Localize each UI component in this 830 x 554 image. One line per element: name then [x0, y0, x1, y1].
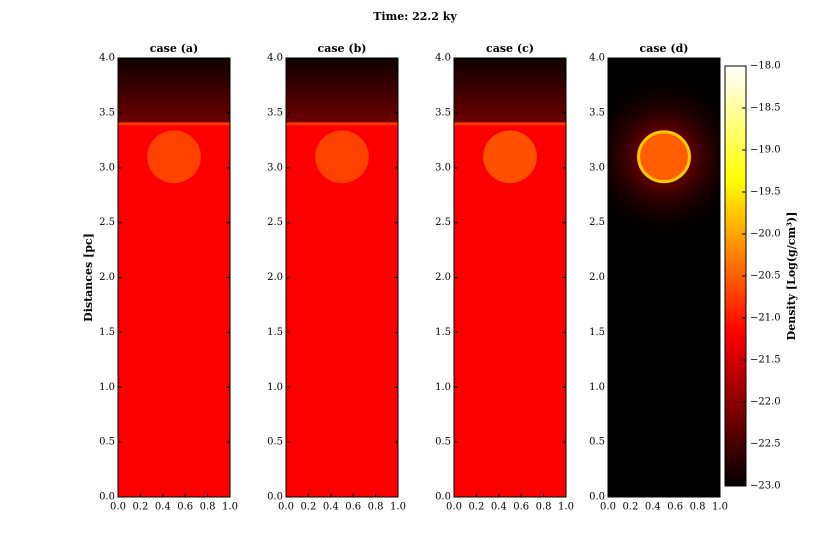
panel: [118, 58, 230, 497]
y-tick-label: 2.5: [435, 217, 451, 228]
y-tick-label: 0.0: [435, 492, 451, 503]
y-tick-label: 1.5: [267, 327, 283, 338]
x-tick-label: 0.4: [155, 502, 171, 513]
y-tick-label: 3.0: [435, 162, 451, 173]
x-tick-label: 0.0: [600, 502, 616, 513]
colorbar-tick-label: −23.0: [750, 481, 781, 492]
y-axis-label: Distances [pc]: [82, 233, 95, 322]
colorbar-tick-label: −18.5: [750, 103, 781, 114]
x-tick-label: 1.0: [390, 502, 406, 513]
clump: [483, 130, 537, 184]
panel-title: case (d): [640, 42, 689, 55]
x-tick-label: 0.8: [536, 502, 552, 513]
x-tick-label: 0.2: [622, 502, 638, 513]
clump: [315, 130, 369, 184]
x-tick-label: 1.0: [712, 502, 728, 513]
x-tick-label: 0.0: [110, 502, 126, 513]
colorbar-tick-label: −19.5: [750, 187, 781, 198]
y-tick-label: 4.0: [267, 53, 283, 64]
panel-title: case (b): [318, 42, 367, 55]
y-tick-label: 1.5: [589, 327, 605, 338]
x-tick-label: 0.0: [278, 502, 294, 513]
x-tick-label: 1.0: [558, 502, 574, 513]
interface-layer: [118, 122, 230, 126]
x-tick-label: 0.6: [177, 502, 193, 513]
y-tick-label: 2.0: [99, 272, 115, 283]
panel: [608, 58, 720, 497]
y-tick-label: 1.0: [435, 382, 451, 393]
y-tick-label: 3.5: [267, 107, 283, 118]
y-tick-label: 4.0: [435, 53, 451, 64]
panel-title: case (c): [486, 42, 534, 55]
x-tick-label: 0.8: [368, 502, 384, 513]
panel-title: case (a): [150, 42, 198, 55]
upper-region: [118, 58, 230, 124]
y-tick-label: 2.0: [589, 272, 605, 283]
interface-layer: [454, 122, 566, 126]
y-tick-label: 0.5: [435, 437, 451, 448]
figure-title: Time: 22.2 ky: [373, 10, 457, 23]
y-tick-label: 2.0: [267, 272, 283, 283]
colorbar-tick-label: −20.5: [750, 271, 781, 282]
x-tick-label: 0.8: [200, 502, 216, 513]
y-tick-label: 2.0: [435, 272, 451, 283]
upper-region: [286, 58, 398, 124]
colorbar-tick-label: −21.5: [750, 355, 781, 366]
y-tick-label: 3.5: [99, 107, 115, 118]
x-tick-label: 0.6: [345, 502, 361, 513]
x-tick-label: 0.6: [667, 502, 683, 513]
colorbar-tick-label: −22.0: [750, 397, 781, 408]
x-tick-label: 0.4: [645, 502, 661, 513]
clump-edge: [637, 130, 691, 184]
y-tick-label: 3.0: [589, 162, 605, 173]
y-tick-label: 0.0: [267, 492, 283, 503]
y-tick-label: 2.5: [99, 217, 115, 228]
x-tick-label: 0.4: [491, 502, 507, 513]
panel: [286, 58, 398, 497]
y-tick-label: 2.5: [589, 217, 605, 228]
y-tick-label: 0.0: [99, 492, 115, 503]
y-tick-label: 4.0: [99, 53, 115, 64]
x-tick-label: 0.6: [513, 502, 529, 513]
y-tick-label: 0.5: [99, 437, 115, 448]
y-tick-label: 1.0: [267, 382, 283, 393]
x-tick-label: 0.2: [468, 502, 484, 513]
colorbar-tick-label: −21.0: [750, 313, 781, 324]
y-tick-label: 2.5: [267, 217, 283, 228]
x-tick-label: 0.2: [300, 502, 316, 513]
x-tick-label: 0.8: [690, 502, 706, 513]
y-tick-label: 0.0: [589, 492, 605, 503]
y-tick-label: 3.0: [267, 162, 283, 173]
x-tick-label: 0.4: [323, 502, 339, 513]
y-tick-label: 0.5: [267, 437, 283, 448]
x-tick-label: 0.0: [446, 502, 462, 513]
colorbar-tick-label: −20.0: [750, 229, 781, 240]
y-tick-label: 0.5: [589, 437, 605, 448]
y-tick-label: 1.0: [99, 382, 115, 393]
y-tick-label: 3.5: [435, 107, 451, 118]
x-tick-label: 1.0: [222, 502, 238, 513]
y-tick-label: 3.0: [99, 162, 115, 173]
panel: [454, 58, 566, 497]
colorbar-tick-label: −19.0: [750, 145, 781, 156]
upper-region: [454, 58, 566, 124]
y-tick-label: 1.5: [99, 327, 115, 338]
y-tick-label: 1.5: [435, 327, 451, 338]
interface-layer: [286, 122, 398, 126]
clump: [147, 130, 201, 184]
colorbar-tick-label: −22.5: [750, 439, 781, 450]
y-tick-label: 1.0: [589, 382, 605, 393]
y-tick-label: 4.0: [589, 53, 605, 64]
y-tick-label: 3.5: [589, 107, 605, 118]
x-tick-label: 0.2: [132, 502, 148, 513]
clump: [637, 130, 691, 184]
colorbar-label: Density [Log(g/cm³)]: [785, 212, 798, 341]
colorbar-tick-label: −18.0: [750, 61, 781, 72]
